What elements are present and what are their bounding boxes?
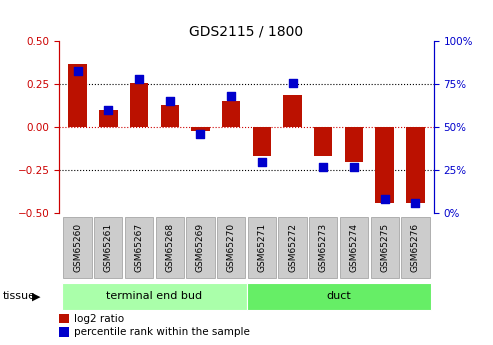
Bar (130, 82, 148, 127)
Text: GSM65261: GSM65261 (104, 223, 113, 272)
Point (105, 107, 112, 113)
Title: GDS2115 / 1800: GDS2115 / 1800 (189, 25, 304, 39)
Bar (376, 127, 394, 203)
Text: tissue: tissue (2, 292, 35, 302)
Text: GSM65270: GSM65270 (227, 223, 236, 272)
Bar (59, 314, 69, 323)
Text: GSM65276: GSM65276 (411, 223, 420, 272)
FancyBboxPatch shape (401, 217, 429, 278)
Point (227, 93, 235, 99)
Bar (406, 127, 424, 203)
Point (288, 80, 296, 85)
Text: GSM65274: GSM65274 (350, 223, 358, 272)
Text: log2 ratio: log2 ratio (74, 314, 124, 324)
FancyBboxPatch shape (217, 217, 246, 278)
FancyBboxPatch shape (371, 217, 399, 278)
FancyBboxPatch shape (62, 283, 246, 310)
Point (197, 131, 205, 137)
FancyBboxPatch shape (309, 217, 337, 278)
Bar (99, 110, 117, 127)
Point (166, 99, 174, 104)
Text: terminal end bud: terminal end bud (106, 292, 203, 302)
Bar (161, 105, 179, 127)
FancyBboxPatch shape (125, 217, 153, 278)
Point (412, 200, 420, 206)
Bar (69, 64, 87, 127)
Point (135, 76, 143, 82)
Point (73, 68, 81, 73)
Bar (252, 127, 271, 156)
FancyBboxPatch shape (64, 217, 92, 278)
Bar (345, 127, 363, 161)
Text: ▶: ▶ (32, 292, 40, 302)
FancyBboxPatch shape (156, 217, 184, 278)
Bar (314, 127, 332, 156)
Text: GSM65260: GSM65260 (73, 223, 82, 272)
Text: GSM65268: GSM65268 (165, 223, 174, 272)
Point (381, 197, 388, 202)
Bar (191, 127, 210, 131)
Text: GSM65271: GSM65271 (257, 223, 266, 272)
FancyBboxPatch shape (340, 217, 368, 278)
Text: duct: duct (326, 292, 351, 302)
FancyBboxPatch shape (279, 217, 307, 278)
Point (319, 164, 327, 169)
Bar (59, 327, 69, 337)
FancyBboxPatch shape (246, 283, 431, 310)
Bar (283, 95, 302, 127)
Text: percentile rank within the sample: percentile rank within the sample (74, 327, 250, 337)
Text: GSM65267: GSM65267 (135, 223, 143, 272)
Text: GSM65275: GSM65275 (380, 223, 389, 272)
Bar (222, 101, 241, 127)
Text: GSM65272: GSM65272 (288, 223, 297, 272)
Text: GSM65273: GSM65273 (319, 223, 328, 272)
FancyBboxPatch shape (94, 217, 122, 278)
Point (258, 159, 266, 164)
Point (350, 164, 358, 169)
Text: GSM65269: GSM65269 (196, 223, 205, 272)
FancyBboxPatch shape (186, 217, 214, 278)
FancyBboxPatch shape (247, 217, 276, 278)
